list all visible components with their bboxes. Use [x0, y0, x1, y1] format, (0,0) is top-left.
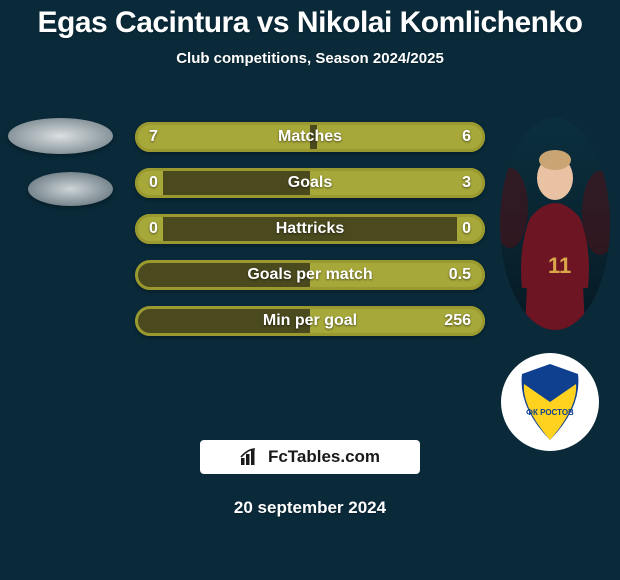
- club-name-text: ФК РОСТОВ: [526, 408, 574, 417]
- player-right-photo: 11: [500, 118, 610, 330]
- bar-value-left: 0: [149, 174, 158, 192]
- bar-value-right: 256: [444, 312, 471, 330]
- bar-row: Hattricks0 0: [135, 214, 485, 244]
- bar-value-right: 3: [462, 174, 471, 192]
- bar-value-right: 0: [462, 220, 471, 238]
- bar-row: Goals per match0.5: [135, 260, 485, 290]
- bar-row: Min per goal256: [135, 306, 485, 336]
- bar-value-right: 6: [462, 128, 471, 146]
- site-name: FcTables.com: [268, 447, 380, 467]
- chart-bars-icon: [240, 448, 262, 466]
- player-left-placeholder-ellipse-1: [8, 118, 113, 154]
- bar-label: Goals: [135, 174, 485, 192]
- bar-row: Goals0 3: [135, 168, 485, 198]
- bar-value-right: 0.5: [449, 266, 471, 284]
- bar-label: Goals per match: [135, 266, 485, 284]
- bar-label: Min per goal: [135, 312, 485, 330]
- date-label: 20 september 2024: [0, 498, 620, 518]
- bar-label: Matches: [135, 128, 485, 146]
- player-left-placeholder-ellipse-2: [28, 172, 113, 206]
- site-badge: FcTables.com: [200, 440, 420, 474]
- page-subtitle: Club competitions, Season 2024/2025: [0, 50, 620, 67]
- bar-value-left: 7: [149, 128, 158, 146]
- jersey-number: 11: [548, 253, 571, 278]
- bar-value-left: 0: [149, 220, 158, 238]
- club-badge-right: ФК РОСТОВ: [500, 352, 600, 452]
- bar-row: Matches7 6: [135, 122, 485, 152]
- comparison-bars: Matches76Goals03Hattricks00Goals per mat…: [135, 122, 485, 352]
- page-title: Egas Cacintura vs Nikolai Komlichenko: [0, 0, 620, 40]
- bar-label: Hattricks: [135, 220, 485, 238]
